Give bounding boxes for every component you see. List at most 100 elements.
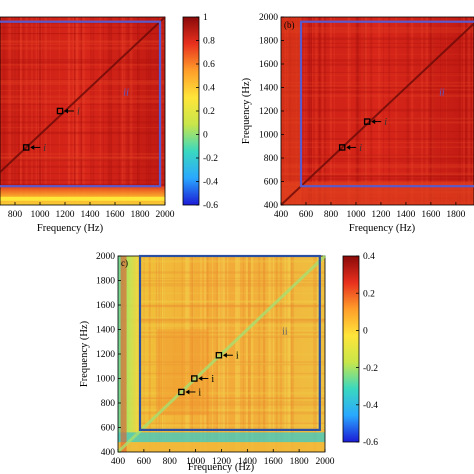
- heatmap-stripe-h: [0, 33, 165, 35]
- point-marker: [215, 351, 223, 359]
- heatmap-stripe-h: [281, 172, 474, 176]
- heatmap-stripe-v: [319, 17, 321, 205]
- heatmap-stripe-h: [118, 431, 325, 433]
- heatmap-low-band-line: [0, 196, 165, 201]
- x-tick-label: 1400: [81, 210, 100, 220]
- heatmap-stripe-v: [127, 17, 129, 205]
- heatmap-stripe-v: [108, 17, 110, 205]
- heatmap-stripe-v: [81, 17, 83, 205]
- heatmap-stripe-h: [0, 158, 165, 162]
- point-arrowhead: [346, 145, 351, 150]
- heatmap-stripe-h: [118, 318, 325, 321]
- x-tick-label: 1800: [446, 210, 465, 220]
- heatmap-stripe-v: [147, 17, 150, 205]
- heatmap-stripe-v: [103, 17, 104, 205]
- heatmap-stripe-v: [425, 17, 428, 205]
- heatmap-stripe-v: [348, 17, 351, 205]
- heatmap-stripe-h: [281, 118, 474, 121]
- x-tick-label: 400: [111, 457, 126, 467]
- heatmap-stripe-v: [50, 17, 51, 205]
- y-tick-label: 2000: [259, 13, 278, 23]
- heatmap-stripe-v: [333, 17, 335, 205]
- point-label: i: [211, 374, 214, 385]
- heatmap-stripe-v: [163, 17, 166, 205]
- points-a: ii: [22, 107, 80, 154]
- heatmap-stripe-h: [118, 260, 325, 263]
- x-tick-label: 400: [274, 210, 289, 220]
- heatmap-stripe-v: [388, 17, 391, 205]
- heatmap-stripe-v: [137, 17, 138, 205]
- point-label: i: [236, 351, 239, 362]
- heatmap-stripe-v: [148, 256, 151, 452]
- heatmap-stripe-h: [118, 424, 325, 427]
- heatmap-stripe-h: [281, 117, 474, 120]
- heatmap-stripe-h: [118, 283, 325, 285]
- heatmap-stripe-v: [212, 256, 214, 452]
- heatmap-stripe-h: [281, 81, 474, 84]
- heatmap-stripe-v: [77, 17, 79, 205]
- heatmap-stripe-v: [306, 17, 307, 205]
- heatmap-stripe-h: [0, 100, 165, 103]
- heatmap-stripe-v: [4, 17, 6, 205]
- heatmap-stripe-v: [321, 17, 324, 205]
- heatmap-stripe-h: [0, 46, 165, 50]
- heatmap-stripe-v: [13, 17, 15, 205]
- x-tick-label: 1200: [371, 210, 390, 220]
- point-arrowhead: [198, 376, 203, 381]
- x-tick-label: 1600: [264, 457, 283, 467]
- heatmap-stripe-v: [193, 256, 195, 452]
- panel-c: ii iii c) 400 600 800 1000 1200 1400 1600 1800 2…: [79, 252, 378, 473]
- y-tick-label: 600: [101, 424, 116, 434]
- colorbar-tick-label: 0.8: [203, 37, 215, 47]
- points-c: iii: [178, 351, 239, 398]
- heatmap-stripe-v: [258, 256, 260, 452]
- x-tick-label: 1600: [106, 210, 125, 220]
- y-tick-label: 1000: [259, 131, 278, 141]
- heatmap-stripe-h: [0, 109, 165, 111]
- heatmap-stripe-v: [129, 17, 133, 205]
- heatmap-stripe-v: [246, 256, 248, 452]
- colorbar-tick-label: 1: [203, 13, 208, 23]
- heatmap-stripe-v: [458, 17, 462, 205]
- colorbar-tick-label: -0.2: [363, 364, 378, 374]
- heatmap-stripe-h: [0, 179, 165, 181]
- heatmap-stripe-v: [463, 17, 465, 205]
- panel-label-b: (b): [284, 20, 295, 30]
- heatmap-stripe-v: [429, 17, 432, 205]
- heatmap-stripe-v: [248, 256, 251, 452]
- heatmap-stripe-h: [0, 90, 165, 92]
- heatmap-stripe-v: [74, 17, 76, 205]
- x-tick-label: 800: [324, 210, 339, 220]
- heatmap-stripe-h: [281, 46, 474, 49]
- y-axis-label-b: Frequency (Hz): [241, 77, 252, 144]
- x-tick-label: 1600: [421, 210, 440, 220]
- heatmap-stripe-h: [281, 141, 474, 144]
- heatmap-stripe-v: [80, 17, 82, 205]
- heatmap-stripe-v: [283, 256, 287, 452]
- heatmap-a: [0, 17, 166, 206]
- heatmap-stripe-v: [235, 256, 238, 452]
- y-tick-label: 1600: [96, 301, 115, 311]
- point-label: i: [198, 387, 201, 398]
- y-tick-label: 400: [101, 448, 116, 458]
- y-ticks-c: 2000 1800 1600 1400 1200 1000 800 600 400: [96, 252, 121, 458]
- heatmap-stripe-h: [118, 335, 325, 338]
- heatmap-stripe-v: [431, 17, 435, 205]
- heatmap-stripe-v: [145, 17, 148, 205]
- heatmap-stripe-h: [0, 183, 165, 187]
- x-axis-label-c: Frequency (Hz): [188, 462, 255, 473]
- heatmap-stripe-v: [13, 17, 15, 205]
- heatmap-stripe-v: [22, 17, 24, 205]
- x-ticks-a: 800 1000 1200 1400 1600 1800 2000: [8, 202, 175, 220]
- heatmap-stripe-v: [8, 17, 11, 205]
- x-tick-label: 2000: [156, 210, 175, 220]
- x-tick-label: 1800: [131, 210, 150, 220]
- heatmap-stripe-v: [316, 256, 320, 452]
- heatmap-stripe-v: [161, 256, 162, 452]
- heatmap-stripe-v: [186, 256, 190, 452]
- heatmap-stripe-v: [81, 17, 84, 205]
- heatmap-stripe-h: [0, 144, 165, 146]
- heatmap-stripe-v: [364, 17, 366, 205]
- point-arrowhead: [30, 145, 35, 150]
- heatmap-stripe-h: [281, 88, 474, 90]
